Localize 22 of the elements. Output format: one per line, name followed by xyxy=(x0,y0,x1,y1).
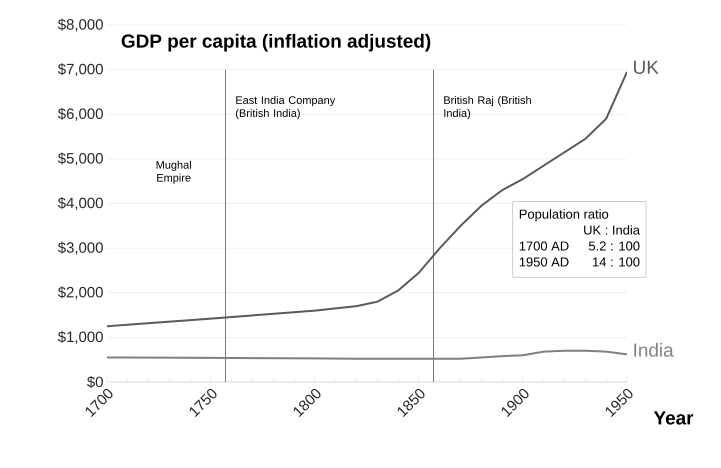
x-axis-title: Year xyxy=(654,411,694,425)
ref-line-label: British Raj (British India) xyxy=(444,96,531,120)
y-tick-label: $0 xyxy=(87,376,103,388)
annotation: Mughal Empire xyxy=(156,160,191,184)
chart-title: GDP per capita (inflation adjusted) xyxy=(122,34,430,52)
series-label: UK xyxy=(634,60,659,74)
y-tick-label: $2,000 xyxy=(58,286,103,300)
annotation: UK : India xyxy=(584,225,640,235)
annotation: 1950 AD xyxy=(520,257,569,267)
y-tick-label: $1,000 xyxy=(58,330,103,344)
y-tick-label: $5,000 xyxy=(58,152,103,166)
y-tick-label: $7,000 xyxy=(58,63,103,76)
y-tick-label: $3,000 xyxy=(58,242,103,255)
series-label: India xyxy=(634,342,674,357)
ref-line-label: East India Company (British India) xyxy=(236,96,336,120)
annotation: 1700 AD xyxy=(520,241,569,251)
annotation: 14 : 100 xyxy=(592,257,640,267)
annotation: 5.2 : 100 xyxy=(588,241,640,251)
y-tick-label: $6,000 xyxy=(58,108,103,121)
annotation: Population ratio xyxy=(520,209,608,222)
y-tick-label: $4,000 xyxy=(58,197,103,210)
y-tick-label: $8,000 xyxy=(58,18,103,32)
